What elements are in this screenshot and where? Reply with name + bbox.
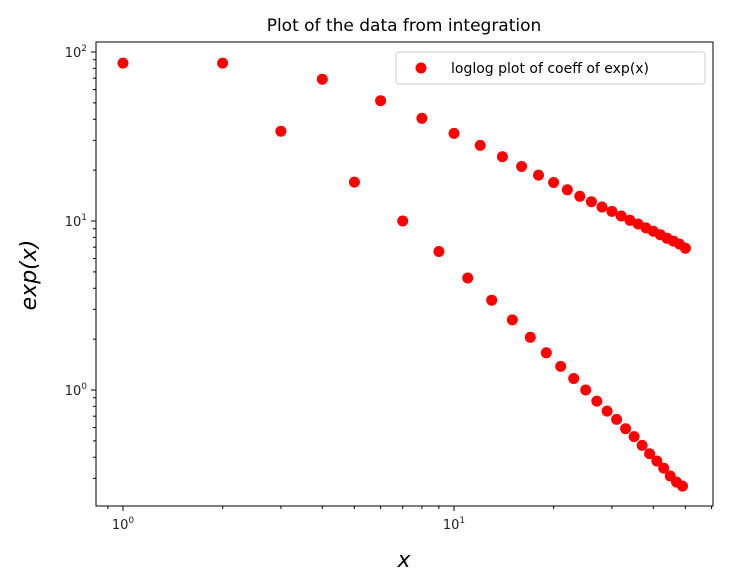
data-point bbox=[433, 246, 445, 257]
x-axis-label: x bbox=[396, 548, 411, 573]
legend: loglog plot of coeff of exp(x) bbox=[395, 51, 706, 85]
data-point bbox=[516, 161, 528, 172]
legend-box bbox=[395, 51, 706, 85]
data-point bbox=[397, 215, 409, 227]
plot-frame bbox=[95, 41, 714, 507]
data-point bbox=[506, 314, 518, 326]
data-point bbox=[636, 439, 648, 451]
data-point bbox=[606, 205, 618, 217]
data-point bbox=[486, 294, 498, 306]
data-point bbox=[561, 184, 573, 196]
data-point bbox=[524, 331, 536, 343]
data-point bbox=[540, 347, 552, 359]
data-point bbox=[679, 242, 691, 254]
data-point bbox=[375, 95, 387, 107]
data-point bbox=[448, 127, 460, 139]
data-point bbox=[462, 272, 474, 284]
x-tick-label: 101 bbox=[443, 516, 465, 533]
data-point bbox=[117, 57, 129, 69]
data-point bbox=[348, 176, 360, 188]
data-point bbox=[615, 210, 627, 222]
legend-marker bbox=[415, 62, 427, 74]
data-point bbox=[651, 455, 663, 467]
data-point bbox=[677, 480, 688, 492]
y-tick-label: 100 bbox=[65, 382, 88, 399]
data-point bbox=[580, 384, 592, 396]
data-point bbox=[416, 112, 428, 124]
data-point bbox=[568, 373, 580, 384]
data-point bbox=[611, 413, 623, 425]
data-point bbox=[591, 395, 603, 407]
chart-title: Plot of the data from integration bbox=[267, 16, 542, 36]
data-point bbox=[533, 169, 544, 181]
data-point bbox=[658, 462, 670, 474]
y-axis-label: exp(x) bbox=[17, 240, 42, 311]
y-tick-label: 101 bbox=[65, 213, 87, 230]
data-point bbox=[596, 201, 608, 213]
data-point bbox=[624, 214, 636, 226]
data-point bbox=[474, 139, 486, 151]
data-point bbox=[628, 431, 640, 443]
data-point bbox=[316, 73, 328, 85]
x-tick-label: 100 bbox=[112, 516, 135, 533]
data-point bbox=[620, 423, 632, 435]
y-tick-label: 102 bbox=[65, 44, 87, 61]
data-point bbox=[548, 177, 560, 188]
data-point bbox=[644, 448, 656, 460]
data-point bbox=[585, 196, 597, 208]
data-point bbox=[496, 151, 508, 163]
legend-label: loglog plot of coeff of exp(x) bbox=[451, 61, 649, 77]
data-point bbox=[574, 190, 586, 202]
data-point bbox=[601, 405, 613, 417]
data-point bbox=[217, 57, 229, 69]
data-point bbox=[275, 125, 287, 137]
plot-area bbox=[117, 57, 691, 492]
data-point bbox=[555, 360, 567, 372]
